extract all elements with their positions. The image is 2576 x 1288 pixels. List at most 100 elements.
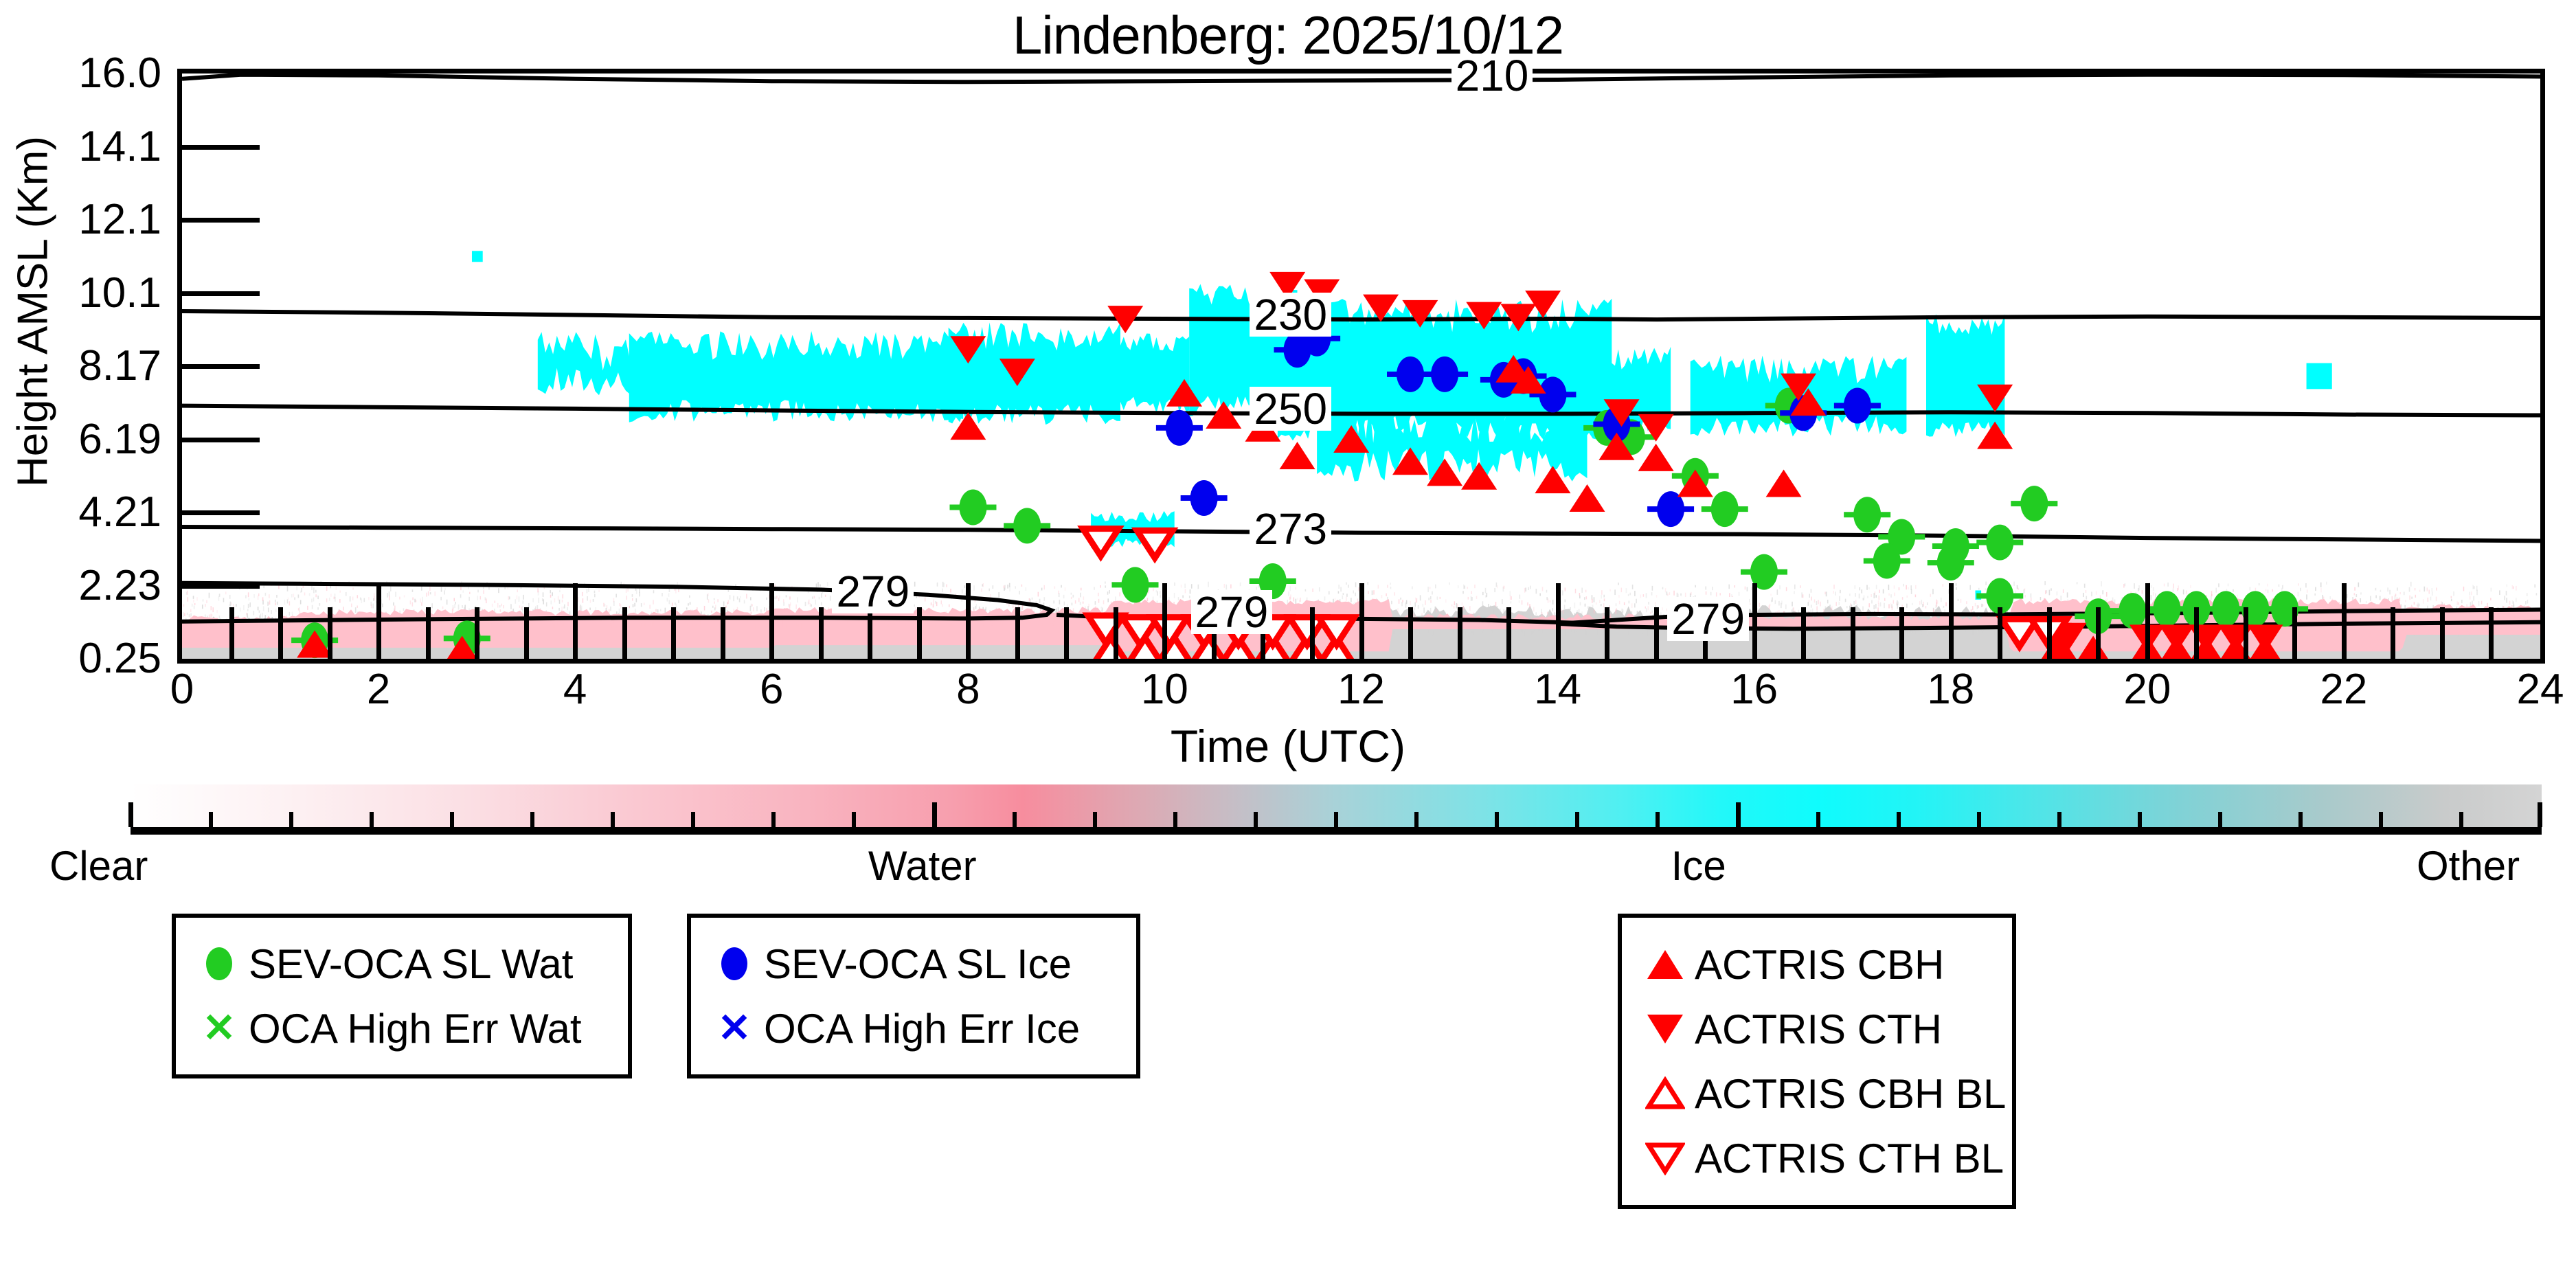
x-tick-label: 22 xyxy=(2320,666,2368,713)
legend-item-label: ACTRIS CBH xyxy=(1695,941,1945,988)
plot-canvas xyxy=(182,74,2540,659)
x-tick-mark xyxy=(475,607,480,659)
plot-area xyxy=(177,69,2545,664)
colorbar-tick xyxy=(1334,812,1338,827)
colorbar-tick xyxy=(1897,812,1901,827)
colorbar-tick xyxy=(1013,812,1017,827)
colorbar-tick xyxy=(209,812,213,827)
legend-item[interactable]: ACTRIS CTH xyxy=(1622,997,2012,1061)
legend-item-label: SEV-OCA SL Ice xyxy=(764,940,1072,987)
colorbar[interactable] xyxy=(128,784,2542,837)
y-tick-mark xyxy=(177,144,260,150)
colorbar-tick xyxy=(530,812,534,827)
x-tick-mark xyxy=(2391,607,2396,659)
legend-item[interactable]: ✕ OCA High Err Ice xyxy=(691,996,1136,1061)
x-tick-label: 14 xyxy=(1534,666,1582,713)
x-tick-label: 2 xyxy=(366,666,391,713)
x-tick-mark xyxy=(1998,607,2003,659)
colorbar-axis xyxy=(131,827,2542,835)
x-tick-mark xyxy=(818,607,824,659)
x-tick-label: 4 xyxy=(563,666,587,713)
colorbar-tick xyxy=(2218,812,2222,827)
colorbar-tick xyxy=(450,812,454,827)
x-tick-mark xyxy=(425,607,431,659)
contour-label: 230 xyxy=(1250,293,1332,337)
legend-item-label: ACTRIS CBH BL xyxy=(1695,1070,2007,1117)
colorbar-label: Clear xyxy=(49,843,148,889)
x-tick-mark xyxy=(1653,607,1659,659)
y-tick-label: 10.1 xyxy=(78,269,161,317)
legend-item[interactable]: ACTRIS CBH xyxy=(1622,932,2012,997)
legend-item[interactable]: SEV-OCA SL Wat xyxy=(176,931,628,996)
x-tick-label: 24 xyxy=(2516,666,2564,713)
sev-oca-ice-legend: SEV-OCA SL Ice ✕ OCA High Err Ice xyxy=(687,914,1140,1078)
actris-legend: ACTRIS CBH ACTRIS CTH ACTRIS CBH BL ACTRIS … xyxy=(1618,914,2016,1209)
legend-item-label: OCA High Err Ice xyxy=(764,1005,1081,1052)
x-tick-mark xyxy=(523,607,529,659)
x-tick-mark xyxy=(1113,607,1118,659)
contour-label: 210 xyxy=(1451,53,1533,98)
colorbar-tick xyxy=(370,812,374,827)
x-tick-mark xyxy=(2243,607,2248,659)
x-tick-mark xyxy=(1309,607,1315,659)
x-tick-label: 10 xyxy=(1140,666,1188,713)
x-tick-mark xyxy=(1457,607,1462,659)
contour-label: 279 xyxy=(1190,590,1273,635)
x-tick-mark xyxy=(868,607,873,659)
y-tick-label: 4.21 xyxy=(78,488,161,536)
x-tick-mark xyxy=(573,583,578,659)
x-tick-mark xyxy=(769,583,775,659)
page-title: Lindenberg: 2025/10/12 xyxy=(1012,5,1564,65)
x-tick-mark xyxy=(1359,583,1364,659)
contour-label: 279 xyxy=(832,569,914,614)
x-tick-mark xyxy=(2341,583,2347,659)
y-tick-label: 2.23 xyxy=(78,561,161,609)
x-cross-icon: ✕ xyxy=(202,1006,236,1050)
y-tick-mark xyxy=(177,291,260,296)
x-tick-label: 6 xyxy=(760,666,784,713)
legend-item[interactable]: ACTRIS CBH BL xyxy=(1622,1061,2012,1126)
x-tick-mark xyxy=(2145,583,2150,659)
x-tick-label: 0 xyxy=(170,666,194,713)
x-tick-mark xyxy=(1899,607,1905,659)
x-tick-mark xyxy=(916,607,922,659)
contour-label: 250 xyxy=(1250,387,1332,431)
x-tick-mark xyxy=(1408,607,1414,659)
colorbar-tick xyxy=(1173,812,1177,827)
y-tick-mark xyxy=(177,437,260,442)
colorbar-tick xyxy=(852,812,856,827)
y-tick-label: 12.1 xyxy=(78,196,161,243)
x-tick-mark xyxy=(1555,583,1561,659)
legend-item[interactable]: ✕ OCA High Err Wat xyxy=(176,996,628,1061)
x-tick-mark xyxy=(2096,607,2101,659)
x-tick-mark xyxy=(229,607,234,659)
x-tick-mark xyxy=(1801,607,1807,659)
colorbar-tick xyxy=(2379,812,2383,827)
contour-label: 273 xyxy=(1250,506,1332,551)
x-tick-mark xyxy=(376,583,382,659)
x-tick-mark xyxy=(1850,607,1855,659)
x-tick-label: 16 xyxy=(1730,666,1778,713)
legend-item-label: ACTRIS CTH BL xyxy=(1695,1135,2004,1182)
colorbar-tick xyxy=(2298,812,2303,827)
colorbar-tick xyxy=(2138,812,2142,827)
colorbar-label: Ice xyxy=(1671,843,1726,889)
legend-item[interactable]: SEV-OCA SL Ice xyxy=(691,931,1136,996)
colorbar-tick xyxy=(771,812,776,827)
legend-item-label: ACTRIS CTH xyxy=(1695,1006,1942,1052)
colorbar-tick xyxy=(2057,812,2061,827)
y-tick-mark xyxy=(177,218,260,223)
triangle-up-filled-icon xyxy=(1640,950,1691,979)
legend-item-label: SEV-OCA SL Wat xyxy=(249,940,574,987)
x-tick-label: 12 xyxy=(1337,666,1385,713)
colorbar-label: Water xyxy=(868,843,977,889)
x-tick-mark xyxy=(622,607,627,659)
legend-item[interactable]: ACTRIS CTH BL xyxy=(1622,1126,2012,1190)
colorbar-tick xyxy=(1414,812,1419,827)
triangle-down-filled-icon xyxy=(1640,1015,1691,1043)
triangle-down-open-icon xyxy=(1640,1141,1691,1175)
colorbar-tick xyxy=(1736,802,1741,827)
x-tick-mark xyxy=(1506,607,1512,659)
colorbar-tick xyxy=(1816,812,1820,827)
